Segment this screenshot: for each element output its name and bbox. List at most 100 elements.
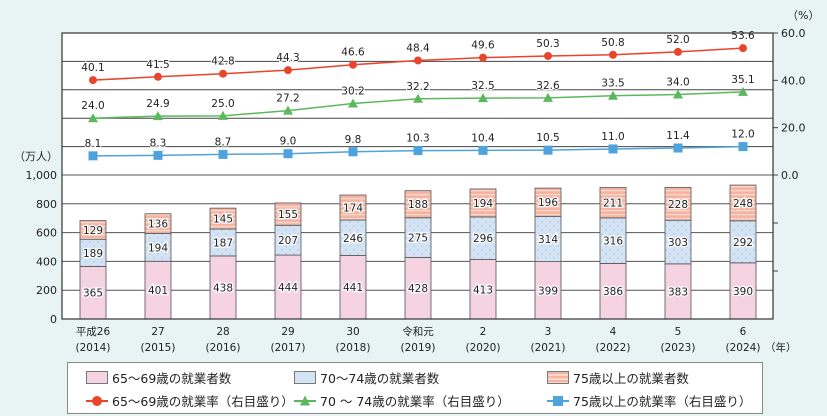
legend-label: 70 ～ 74歳の就業率（右目盛り） [320, 394, 510, 409]
chart-svg: 0 200 400 600 800 1,000 （万人） 0.0 20.0 40.0 60.0 （%）… [14, 9, 819, 354]
triangle-marker [348, 98, 358, 108]
square-marker [283, 149, 293, 159]
bar-value-label: 187 [213, 237, 233, 249]
circle-marker [479, 53, 487, 62]
bar-value-label: 303 [668, 237, 688, 249]
bar-value-label: 188 [408, 199, 428, 211]
legend-label: 75歳以上の就業率（右目盛り） [573, 394, 752, 409]
x-tick-year: (2018) [336, 342, 371, 354]
circle-marker [349, 60, 357, 69]
bar-segment [209, 207, 237, 230]
square-marker [153, 150, 163, 160]
bar-segment [404, 217, 432, 258]
legend-label: 65～69歳の就業率（右目盛り） [112, 394, 294, 409]
bar-segment [404, 256, 432, 320]
line-value-label: 50.8 [601, 37, 624, 49]
square-marker [88, 151, 98, 161]
bar-segment [339, 255, 367, 320]
bar-value-label: 390 [733, 286, 753, 298]
legend-swatch [547, 371, 569, 384]
legend-item-line-70-74: 70 ～ 74歳の就業率（右目盛り） [294, 391, 510, 410]
square-marker [608, 144, 618, 154]
bar-value-label: 441 [343, 282, 363, 294]
bar-value-label: 386 [603, 286, 623, 298]
bar-segment [534, 187, 562, 217]
bar-segment [729, 220, 757, 264]
circle-marker [89, 76, 97, 85]
left-tick-label: 600 [36, 227, 57, 240]
line-value-label: 42.8 [211, 56, 234, 68]
bar-segment [274, 254, 302, 320]
bar-segment [599, 217, 627, 264]
x-tick-era: 6 [740, 326, 747, 338]
square-marker [738, 142, 748, 152]
bar-value-label: 275 [408, 233, 428, 245]
bar-value-label: 194 [148, 242, 168, 254]
left-tick-label: 0 [50, 313, 57, 326]
line-value-label: 9.8 [345, 134, 362, 146]
bar-value-label: 196 [538, 197, 558, 209]
line-value-label: 32.5 [471, 80, 494, 92]
circle-marker-icon [86, 395, 108, 407]
legend-item-line-75plus: 75歳以上の就業率（右目盛り） [547, 391, 751, 410]
legend-item-line-65-69: 65～69歳の就業率（右目盛り） [86, 391, 294, 410]
line-value-label: 40.1 [81, 62, 104, 74]
bar-value-label: 438 [213, 282, 233, 294]
bar-value-label: 314 [538, 234, 558, 246]
right-tick-label: 40.0 [781, 74, 806, 87]
legend-swatch [86, 371, 108, 384]
x-tick-year: (2024) [726, 342, 761, 354]
line-value-label: 34.0 [666, 77, 689, 89]
bar-segment [339, 219, 367, 256]
square-marker [478, 145, 488, 155]
legend-item-bar-65-69: 65～69歳の就業者数 [86, 368, 231, 387]
bar-segment [339, 194, 367, 221]
x-tick-year: (2019) [401, 342, 436, 354]
triangle-marker [543, 92, 553, 102]
triangle-marker [218, 110, 228, 120]
right-tick-label: 0.0 [781, 169, 799, 182]
line-value-label: 35.1 [731, 74, 754, 86]
x-tick-era: 平成26 [76, 326, 111, 338]
bar-value-label: 174 [343, 203, 363, 215]
left-axis-unit: （万人） [14, 150, 58, 163]
bar-value-label: 189 [83, 248, 103, 260]
bar-segment [599, 187, 627, 219]
circle-marker [219, 69, 227, 78]
x-tick-era: 令和元 [402, 325, 434, 338]
bar-value-label: 211 [603, 198, 623, 210]
left-tick-label: 200 [36, 284, 57, 297]
right-tick-label: 20.0 [781, 122, 806, 135]
bar-segment [144, 260, 172, 320]
line-value-label: 44.3 [276, 52, 299, 64]
legend-swatch [294, 371, 316, 384]
line-value-label: 24.9 [146, 98, 169, 110]
bar-value-label: 365 [83, 288, 103, 300]
line-value-label: 30.2 [341, 86, 364, 98]
bar-value-label: 444 [278, 282, 298, 294]
bar-value-label: 399 [538, 285, 558, 297]
bar-segment [469, 216, 497, 260]
x-tick-era: 5 [675, 326, 682, 338]
line-value-label: 46.6 [341, 47, 365, 59]
line-value-label: 9.0 [280, 136, 297, 148]
plot-frame [61, 32, 774, 320]
x-tick-era: 2 [480, 326, 487, 338]
line-value-label: 27.2 [276, 93, 299, 105]
bar-segment [274, 224, 302, 256]
bar-value-label: 296 [473, 233, 493, 245]
bar-value-label: 383 [668, 286, 688, 298]
triangle-marker [413, 93, 423, 103]
triangle-marker [738, 86, 748, 96]
bar-value-label: 428 [408, 283, 428, 295]
triangle-marker-icon [294, 395, 316, 407]
line-value-label: 25.0 [211, 98, 234, 110]
triangle-marker [153, 111, 163, 121]
x-tick-year: (2022) [596, 342, 631, 354]
x-tick-year: (2023) [661, 342, 696, 354]
line-value-label: 49.6 [471, 40, 495, 52]
triangle-marker [283, 105, 293, 115]
circle-marker [414, 56, 422, 65]
bar-segment [144, 213, 172, 234]
bar-value-label: 145 [213, 214, 233, 226]
